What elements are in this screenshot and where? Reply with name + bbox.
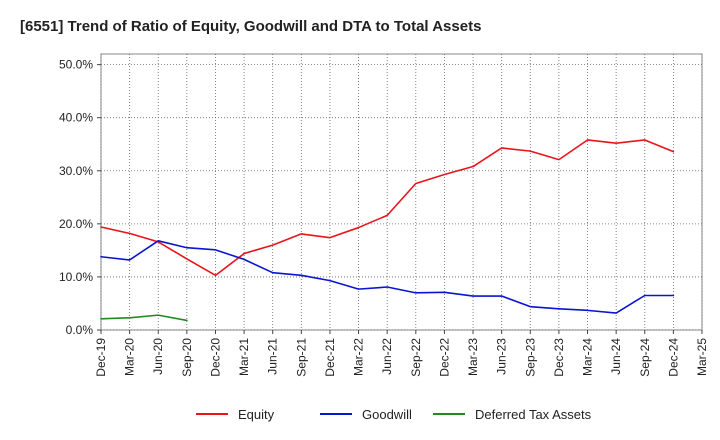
legend: Equity Goodwill Deferred Tax Assets	[196, 407, 592, 422]
y-tick-label: 0.0%	[66, 323, 94, 337]
x-tick-label: Sep-20	[180, 338, 194, 377]
series-line-deferred-tax-assets	[101, 315, 187, 320]
x-tick-label: Mar-20	[123, 338, 137, 376]
x-tick-label: Jun-24	[609, 338, 623, 375]
x-tick-label: Dec-20	[208, 338, 222, 377]
x-tick-label: Jun-23	[495, 338, 509, 375]
plot-area: 0.0% 10.0% 20.0% 30.0% 40.0% 50.0% Dec-19 Mar-2…	[59, 54, 709, 377]
x-tick-label: Dec-24	[666, 338, 680, 377]
x-tick-label: Jun-21	[266, 338, 280, 375]
x-tick-label: Dec-22	[437, 338, 451, 377]
x-tick-label: Mar-25	[695, 338, 709, 376]
x-tick-label: Jun-22	[380, 338, 394, 375]
x-tick-label: Dec-19	[94, 338, 108, 377]
legend-label-equity: Equity	[238, 407, 275, 422]
chart: [6551] Trend of Ratio of Equity, Goodwil…	[0, 0, 720, 440]
legend-label-deferred-tax-assets: Deferred Tax Assets	[475, 407, 592, 422]
x-tick-label: Sep-22	[409, 338, 423, 377]
x-tick-label: Mar-24	[581, 338, 595, 376]
x-tick-label: Mar-23	[466, 338, 480, 376]
x-tick-label: Sep-21	[294, 338, 308, 377]
x-tick-label: Dec-21	[323, 338, 337, 377]
y-tick-label: 50.0%	[59, 58, 93, 72]
x-tick-label: Dec-23	[552, 338, 566, 377]
x-tick-label: Mar-21	[237, 338, 251, 376]
y-tick-label: 40.0%	[59, 111, 93, 125]
x-tick-label: Sep-23	[523, 338, 537, 377]
x-tick-label: Sep-24	[638, 338, 652, 377]
y-tick-label: 30.0%	[59, 164, 93, 178]
x-tick-label: Jun-20	[151, 338, 165, 375]
plot-frame	[101, 54, 702, 330]
y-tick-label: 20.0%	[59, 217, 93, 231]
legend-label-goodwill: Goodwill	[362, 407, 412, 422]
chart-title: [6551] Trend of Ratio of Equity, Goodwil…	[20, 18, 481, 35]
x-tick-label: Mar-22	[352, 338, 366, 376]
y-tick-label: 10.0%	[59, 270, 93, 284]
